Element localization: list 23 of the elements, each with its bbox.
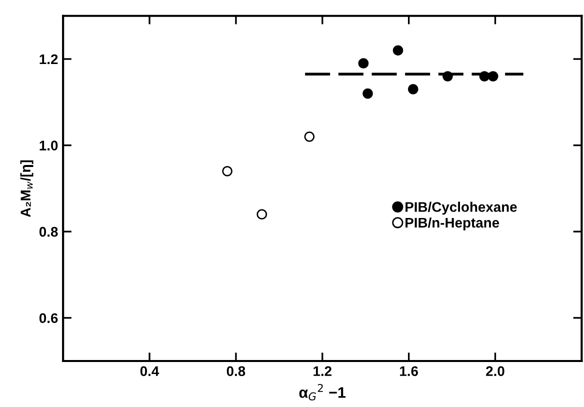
y-axis-title: A₂M$_{w}$/[η] <box>20 160 34 218</box>
point <box>222 166 232 176</box>
y-tick-label: 0.8 <box>39 226 58 237</box>
y-tick-label: 0.6 <box>39 313 58 324</box>
point <box>479 71 490 82</box>
point <box>304 131 315 142</box>
point <box>362 88 373 99</box>
x-tick-label: 1.2 <box>314 366 332 376</box>
point <box>256 209 268 220</box>
x-axis-title: α$_{G}$$^{2}$ −1 <box>299 384 346 400</box>
y-tick-label: 1.0 <box>40 140 58 150</box>
x-tick-label: 0.8 <box>226 366 246 376</box>
x-tick-label: 2.0 <box>486 366 504 376</box>
point <box>442 71 453 82</box>
point <box>392 45 404 56</box>
x-tick-label: 0.4 <box>140 366 160 376</box>
point <box>408 84 418 94</box>
y-tick-label: 1.2 <box>40 54 58 64</box>
legend-label: PIB/n-Heptane <box>406 217 500 230</box>
point <box>488 71 498 82</box>
legend-label: PIB/Cyclohexane <box>406 202 517 215</box>
x-tick-label: 1.6 <box>400 366 418 376</box>
point <box>358 58 369 69</box>
